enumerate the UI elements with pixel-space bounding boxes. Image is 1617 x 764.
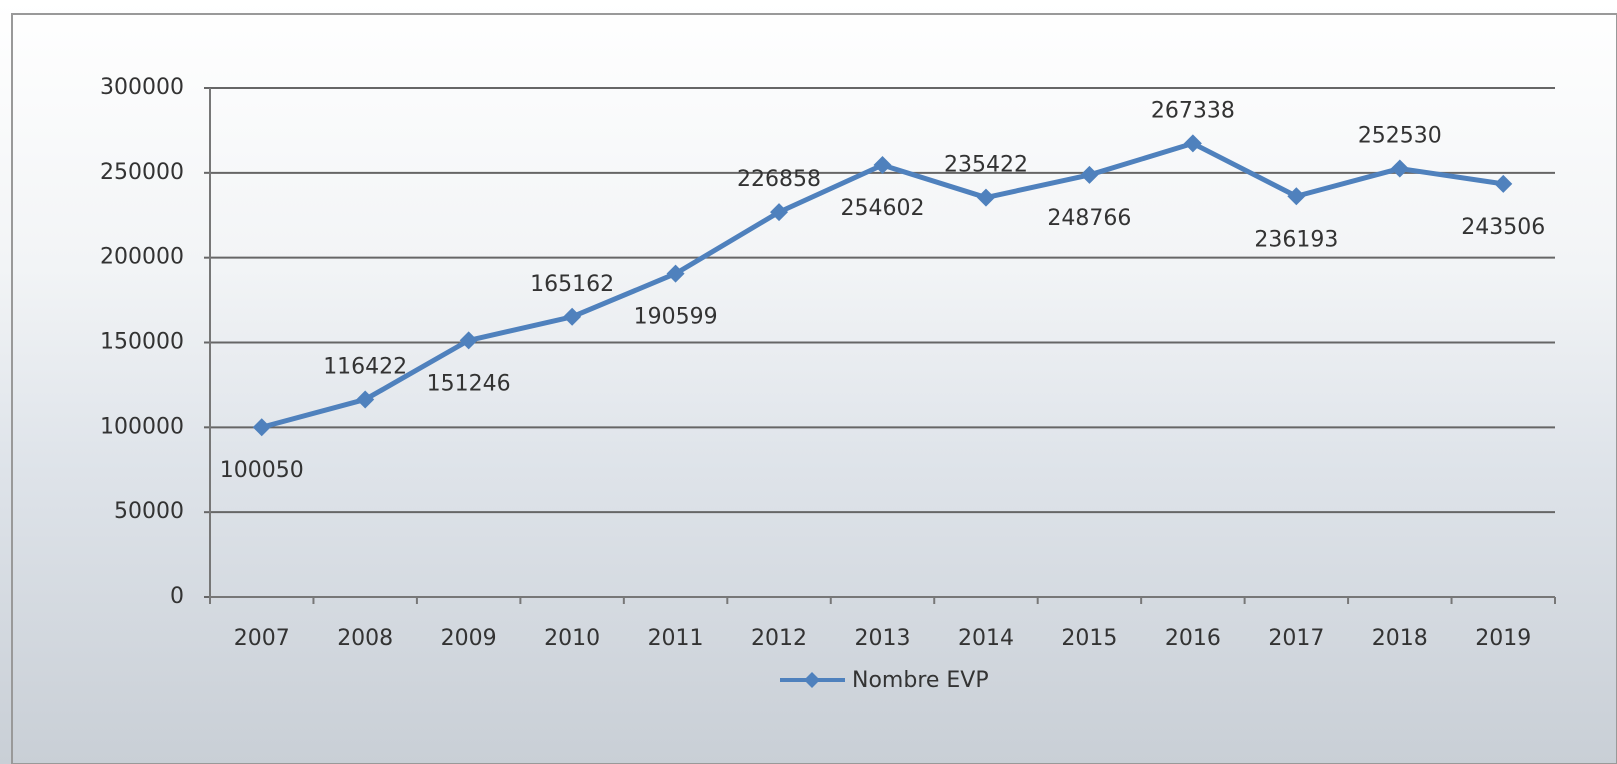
data-label: 190599 [634, 305, 718, 330]
legend-label: Nombre EVP [852, 668, 989, 693]
x-tick-label: 2009 [441, 626, 497, 651]
data-label: 254602 [841, 196, 925, 221]
chart: 0 50000 100000 150000 200000 250000 300000 2007… [0, 0, 1617, 764]
x-tick-label: 2015 [1061, 626, 1117, 651]
data-label: 236193 [1254, 227, 1338, 252]
data-label: 243506 [1461, 215, 1545, 240]
x-tick-label: 2019 [1475, 626, 1531, 651]
y-tick-label: 100000 [100, 414, 184, 439]
data-label: 248766 [1047, 206, 1131, 231]
data-label: 252530 [1358, 124, 1442, 149]
data-label: 235422 [944, 153, 1028, 178]
data-label: 100050 [220, 458, 304, 483]
x-tick-label: 2013 [855, 626, 911, 651]
y-tick-label: 0 [170, 584, 184, 609]
x-tick-label: 2007 [234, 626, 290, 651]
x-tick-label: 2016 [1165, 626, 1221, 651]
x-tick-label: 2017 [1268, 626, 1324, 651]
x-tick-label: 2010 [544, 626, 600, 651]
x-tick-label: 2008 [337, 626, 393, 651]
data-label: 151246 [427, 371, 511, 396]
y-tick-label: 50000 [114, 499, 184, 524]
y-tick-label: 150000 [100, 330, 184, 355]
x-tick-label: 2012 [751, 626, 807, 651]
data-label: 226858 [737, 167, 821, 192]
x-tick-label: 2018 [1372, 626, 1428, 651]
data-label: 165162 [530, 272, 614, 297]
y-tick-label: 250000 [100, 160, 184, 185]
y-tick-label: 200000 [100, 245, 184, 270]
x-tick-label: 2014 [958, 626, 1014, 651]
x-tick-label: 2011 [648, 626, 704, 651]
data-label: 267338 [1151, 98, 1235, 123]
data-label: 116422 [323, 354, 407, 379]
y-tick-label: 300000 [100, 75, 184, 100]
